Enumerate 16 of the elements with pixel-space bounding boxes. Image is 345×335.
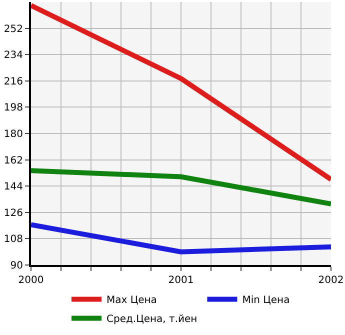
- legend-label: Max Цена: [106, 295, 157, 306]
- y-tick-label: 162: [4, 155, 23, 166]
- y-tick-label: 198: [4, 102, 23, 114]
- y-tick-label: 108: [4, 234, 23, 246]
- y-tick-label: 252: [4, 24, 23, 35]
- y-tick-label: 144: [4, 182, 23, 193]
- legend-label: Сред.Цена, т.йен: [106, 314, 198, 326]
- x-tick-label: 2001: [168, 275, 194, 286]
- y-tick-label: 90: [10, 260, 23, 272]
- y-tick-label: 216: [4, 76, 23, 88]
- legend-label: Min Цена: [242, 295, 290, 306]
- y-tick-label: 234: [4, 50, 23, 62]
- x-tick-label: 2000: [18, 275, 44, 286]
- x-tick-label: 2002: [318, 275, 344, 286]
- y-tick-label: 180: [4, 129, 23, 140]
- y-tick-label: 126: [4, 208, 23, 219]
